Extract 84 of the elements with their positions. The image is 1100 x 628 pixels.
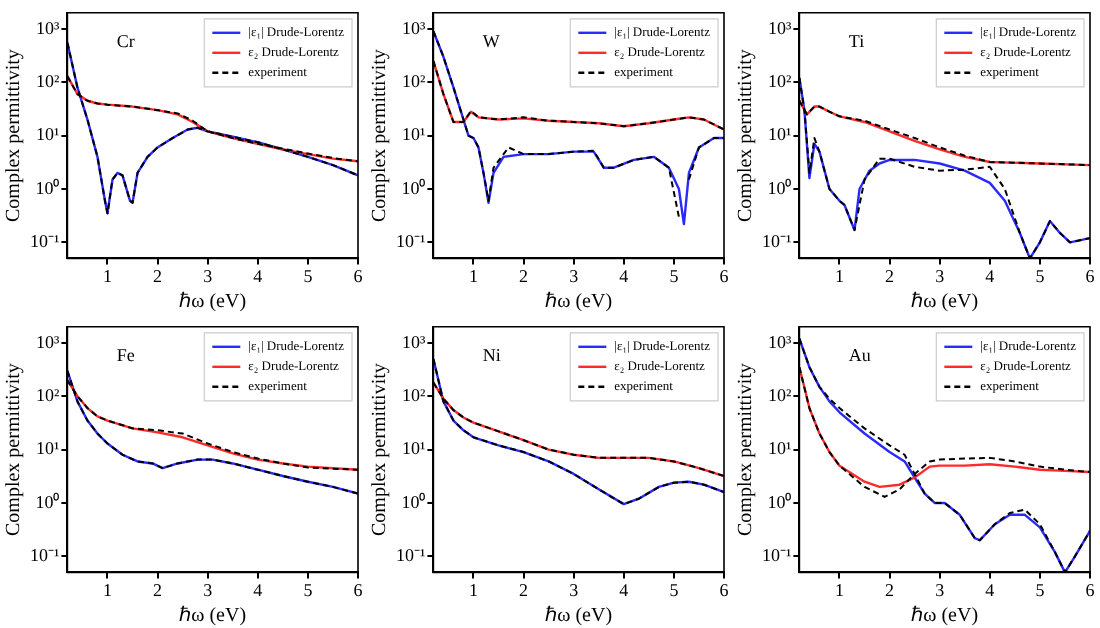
x-tick-label: 3 — [203, 265, 214, 286]
x-tick-label: 6 — [353, 579, 364, 600]
text: Fe — [116, 344, 135, 365]
y-axis-title: Complex permittivity — [369, 363, 392, 536]
text: Ni — [482, 344, 502, 365]
x-tick-label: 3 — [935, 265, 946, 286]
x-tick-label: 2 — [885, 579, 895, 600]
x-axis-title: ℏω (eV) — [911, 291, 979, 314]
x-tick-label: 1 — [102, 265, 112, 286]
y-tick-label: 10⁰ — [401, 177, 426, 198]
y-tick-label: 10³ — [401, 17, 426, 38]
x-tick-label: 2 — [153, 579, 163, 600]
x-tick-label: 5 — [1035, 579, 1046, 600]
y-tick-label: 10⁻¹ — [761, 231, 792, 252]
y-tick-label: 10¹ — [35, 124, 60, 145]
x-axis-title: ℏω (eV) — [911, 605, 979, 628]
x-tick-label: 5 — [669, 265, 680, 286]
x-tick-label: 1 — [834, 265, 844, 286]
x-tick-label: 6 — [1085, 265, 1096, 286]
y-tick-label: 10⁰ — [35, 491, 60, 512]
y-tick-label: 10³ — [767, 331, 792, 352]
x-tick-label: 1 — [834, 579, 844, 600]
y-axis-title: Complex permittivity — [735, 363, 758, 536]
y-tick-label: 10⁻¹ — [395, 231, 426, 252]
x-axis-title: ℏω (eV) — [545, 291, 613, 314]
x-axis-title: ℏω (eV) — [545, 605, 613, 628]
text: Ti — [848, 30, 866, 51]
y-tick-label: 10¹ — [35, 438, 60, 459]
x-tick-label: 3 — [569, 265, 580, 286]
x-tick-label: 6 — [719, 579, 730, 600]
y-tick-label: 10⁻¹ — [29, 231, 60, 252]
text: Cr — [116, 30, 135, 51]
x-tick-label: 5 — [1035, 265, 1046, 286]
y-tick-label: 10⁻¹ — [29, 545, 60, 566]
text: W — [482, 30, 501, 51]
x-tick-label: 1 — [468, 265, 478, 286]
y-axis-title: Complex permittivity — [369, 49, 392, 222]
x-tick-label: 2 — [885, 265, 895, 286]
y-tick-label: 10² — [35, 384, 60, 405]
y-tick-label: 10⁰ — [401, 491, 426, 512]
x-tick-label: 2 — [519, 579, 529, 600]
x-tick-label: 4 — [253, 579, 264, 600]
y-axis-title: Complex permittivity — [3, 363, 26, 536]
x-axis-title: ℏω (eV) — [179, 291, 247, 314]
y-tick-label: 10⁻¹ — [761, 545, 792, 566]
y-tick-label: 10² — [401, 384, 426, 405]
y-tick-label: 10² — [35, 70, 60, 91]
text: Au — [848, 344, 872, 365]
x-tick-label: 1 — [102, 579, 112, 600]
x-tick-label: 3 — [203, 579, 214, 600]
x-tick-label: 4 — [985, 579, 996, 600]
x-tick-label: 6 — [353, 265, 364, 286]
y-tick-label: 10³ — [35, 17, 60, 38]
x-tick-label: 4 — [619, 579, 630, 600]
y-tick-label: 10³ — [401, 331, 426, 352]
y-tick-label: 10³ — [35, 331, 60, 352]
x-tick-label: 6 — [719, 265, 730, 286]
y-tick-label: 10² — [767, 70, 792, 91]
x-tick-label: 1 — [468, 579, 478, 600]
y-tick-label: 10² — [401, 70, 426, 91]
y-tick-label: 10¹ — [401, 438, 426, 459]
y-tick-label: 10² — [767, 384, 792, 405]
y-tick-label: 10⁰ — [767, 177, 792, 198]
y-tick-label: 10³ — [767, 17, 792, 38]
x-tick-label: 3 — [935, 579, 946, 600]
y-tick-label: 10¹ — [767, 438, 792, 459]
x-tick-label: 3 — [569, 579, 580, 600]
x-tick-label: 5 — [303, 579, 314, 600]
y-axis-title: Complex permittivity — [3, 49, 26, 222]
y-tick-label: 10¹ — [767, 124, 792, 145]
x-tick-label: 2 — [519, 265, 529, 286]
x-axis-title: ℏω (eV) — [179, 605, 247, 628]
x-tick-label: 4 — [619, 265, 630, 286]
x-tick-label: 6 — [1085, 579, 1096, 600]
y-tick-label: 10⁻¹ — [395, 545, 426, 566]
y-tick-label: 10⁰ — [35, 177, 60, 198]
x-tick-label: 5 — [669, 579, 680, 600]
x-tick-label: 4 — [253, 265, 264, 286]
x-tick-label: 5 — [303, 265, 314, 286]
x-tick-label: 2 — [153, 265, 163, 286]
y-tick-label: 10¹ — [401, 124, 426, 145]
x-tick-label: 4 — [985, 265, 996, 286]
y-axis-title: Complex permittivity — [735, 49, 758, 222]
y-tick-label: 10⁰ — [767, 491, 792, 512]
